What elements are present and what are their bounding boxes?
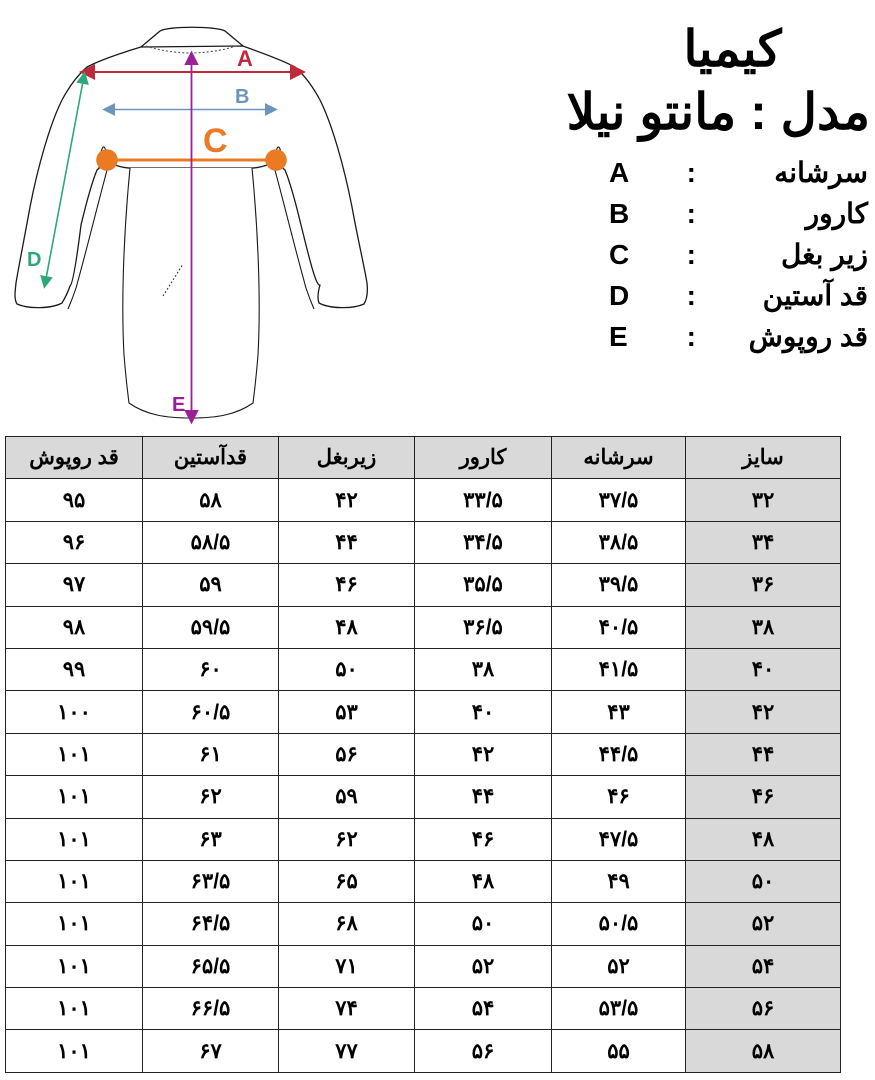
svg-text:D: D <box>27 249 41 271</box>
svg-text:E: E <box>172 394 185 416</box>
svg-text:A: A <box>237 46 253 71</box>
svg-text:C: C <box>203 122 228 160</box>
svg-text:B: B <box>235 86 249 108</box>
